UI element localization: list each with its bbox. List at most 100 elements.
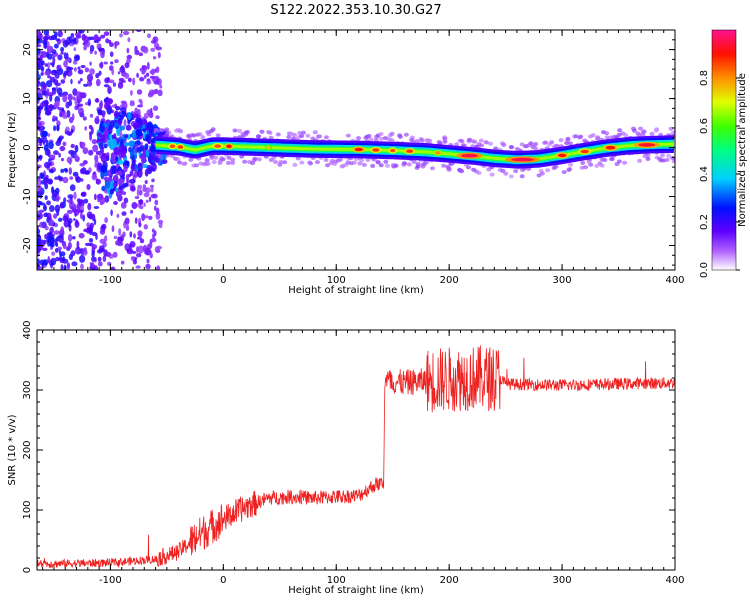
spectrogram-blob xyxy=(103,61,108,65)
spectrogram-blob xyxy=(60,79,66,84)
spectrogram-halo xyxy=(393,163,399,168)
spectrogram-halo xyxy=(273,160,278,164)
spectrogram-halo xyxy=(636,132,642,137)
spectrogram-blob xyxy=(62,94,68,103)
spectrogram-blob xyxy=(75,176,82,183)
spectrogram-halo xyxy=(590,133,596,138)
spectrogram-blob xyxy=(124,217,130,225)
spectrogram-blob xyxy=(150,68,156,76)
spectrogram-blob xyxy=(43,40,48,49)
spectrogram-halo xyxy=(210,127,216,132)
spectrogram-blob xyxy=(79,162,86,167)
spectrogram-blob xyxy=(72,236,76,240)
spectrogram-blob xyxy=(153,205,157,211)
spectrogram-hotspot-core xyxy=(435,151,441,155)
spectrogram-halo xyxy=(638,126,644,131)
spectrogram-halo xyxy=(561,170,567,175)
spectrogram-blob xyxy=(113,235,118,240)
spectrogram-blob xyxy=(68,100,73,107)
spectrogram-blob xyxy=(111,267,114,270)
spectrogram-blob xyxy=(121,191,127,195)
spectrogram-blob xyxy=(94,50,97,55)
spectrogram-hotspot-core xyxy=(372,148,380,152)
y-tick-label: 20 xyxy=(22,43,33,56)
spectrogram-blob xyxy=(77,66,81,70)
spectrogram-halo xyxy=(292,132,297,137)
spectrogram-blob xyxy=(89,68,95,75)
spectrogram-blob xyxy=(132,77,136,86)
spectrogram-blob xyxy=(145,247,151,256)
spectrogram-blob xyxy=(91,262,95,269)
spectrogram-blob xyxy=(114,43,117,49)
spectrogram-blob xyxy=(155,207,160,215)
spectrogram-blob xyxy=(46,200,51,206)
spectrogram-blob xyxy=(141,70,146,75)
spectrogram-blob xyxy=(68,149,75,155)
spectrogram-blob xyxy=(138,52,143,57)
spectrogram-blob xyxy=(80,211,83,220)
spectrogram-blob xyxy=(113,201,118,205)
spectrogram-halo xyxy=(500,168,506,173)
spectrogram-blob xyxy=(124,62,130,69)
spectrogram-blob xyxy=(145,133,150,142)
colorbar-tick-label: 0.0 xyxy=(699,262,710,278)
spectrogram-halo xyxy=(275,132,281,137)
spectrogram-halo xyxy=(604,135,610,140)
spectrogram-blob xyxy=(48,169,55,174)
spectrogram-blob xyxy=(48,104,52,110)
spectrogram-blob xyxy=(41,130,48,138)
spectrogram-frame xyxy=(36,29,676,271)
spectrogram-blob xyxy=(110,61,114,65)
spectrogram-halo xyxy=(594,163,600,168)
spectrogram-blob xyxy=(83,45,87,51)
spectrogram-blob xyxy=(63,52,67,59)
spectrogram-blob xyxy=(125,124,132,131)
spectrogram-halo xyxy=(301,130,306,135)
spectrogram-halo xyxy=(645,153,651,158)
spectrogram-halo xyxy=(177,160,183,165)
spectrogram-halo xyxy=(282,160,288,165)
spectrogram-blob xyxy=(136,146,143,153)
spectrogram-blob xyxy=(148,215,153,220)
spectrogram-blob xyxy=(57,246,62,251)
spectrogram-blob xyxy=(141,155,145,165)
spectrogram-blob xyxy=(136,253,142,258)
spectrogram-halo xyxy=(508,174,514,179)
spectrogram-halo xyxy=(493,146,499,151)
spectrogram-blob xyxy=(49,154,56,159)
spectrogram-blob xyxy=(52,115,56,122)
spectrogram-blob xyxy=(105,38,110,44)
spectrogram-blob xyxy=(77,80,81,84)
spectrogram-halo xyxy=(568,162,573,167)
spectrogram-halo xyxy=(204,158,210,163)
spectrogram-halo xyxy=(291,136,296,141)
spectrogram-blob xyxy=(49,242,55,248)
spectrogram-blob xyxy=(126,248,130,253)
x-tick-label: 300 xyxy=(553,275,572,286)
spectrogram-blob xyxy=(149,252,153,259)
spectrogram-halo xyxy=(164,127,170,132)
x-tick-label: -100 xyxy=(99,275,122,286)
spectrogram-blob xyxy=(80,178,84,182)
spectrogram-blob xyxy=(122,30,130,36)
spectrogram-blob xyxy=(74,67,77,72)
spectrogram-blob xyxy=(146,80,152,85)
spectrogram-blob xyxy=(37,201,41,208)
spectrogram-halo xyxy=(442,136,448,141)
spectrogram-blob xyxy=(150,40,156,44)
spectrogram-halo xyxy=(243,130,249,135)
spectrogram-halo xyxy=(472,139,478,144)
spectrogram-halo xyxy=(180,161,186,166)
spectrogram-blob xyxy=(104,180,110,189)
spectrogram-blob xyxy=(77,103,84,107)
spectrogram-blob xyxy=(144,180,148,184)
spectrogram-blob xyxy=(135,265,141,269)
spectrogram-blob xyxy=(49,76,56,83)
spectrogram-blob xyxy=(89,44,95,52)
spectrogram-blob xyxy=(38,32,43,41)
spectrogram-halo xyxy=(286,135,292,139)
spectrogram-hotspot-core xyxy=(226,144,232,149)
spectrogram-halo xyxy=(389,131,395,136)
spectrogram-blob xyxy=(62,114,68,119)
